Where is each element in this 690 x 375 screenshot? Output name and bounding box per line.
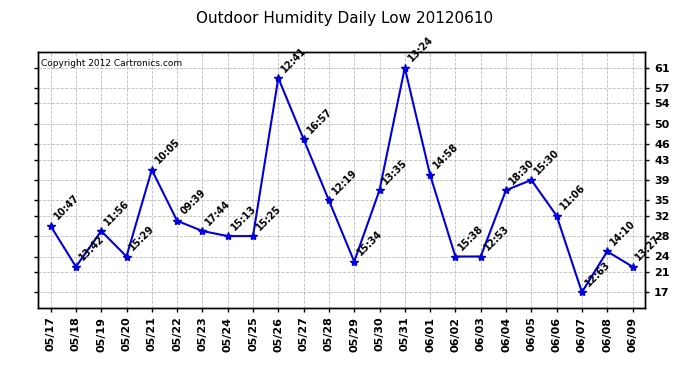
Text: Outdoor Humidity Daily Low 20120610: Outdoor Humidity Daily Low 20120610: [197, 11, 493, 26]
Text: 13:27: 13:27: [634, 234, 663, 262]
Text: 10:47: 10:47: [52, 193, 81, 222]
Text: 17:44: 17:44: [204, 198, 233, 227]
Text: 16:57: 16:57: [305, 106, 334, 135]
Text: 10:05: 10:05: [153, 137, 182, 166]
Text: 15:25: 15:25: [255, 203, 284, 232]
Text: 11:06: 11:06: [558, 183, 587, 212]
Text: 12:53: 12:53: [482, 224, 511, 252]
Text: 09:39: 09:39: [178, 188, 208, 217]
Text: 18:30: 18:30: [507, 157, 536, 186]
Text: 13:42: 13:42: [77, 234, 106, 262]
Text: Copyright 2012 Cartronics.com: Copyright 2012 Cartronics.com: [41, 59, 182, 68]
Text: 15:30: 15:30: [533, 147, 562, 176]
Text: 12:41: 12:41: [279, 45, 308, 74]
Text: 15:34: 15:34: [355, 228, 384, 258]
Text: 13:24: 13:24: [406, 35, 435, 64]
Text: 14:58: 14:58: [431, 142, 460, 171]
Text: 15:38: 15:38: [457, 224, 486, 252]
Text: 12:63: 12:63: [583, 259, 612, 288]
Text: 11:56: 11:56: [102, 198, 132, 227]
Text: 12:19: 12:19: [331, 167, 359, 196]
Text: 15:13: 15:13: [229, 203, 258, 232]
Text: 14:10: 14:10: [609, 218, 638, 248]
Text: 13:35: 13:35: [381, 157, 410, 186]
Text: 15:29: 15:29: [128, 224, 157, 252]
